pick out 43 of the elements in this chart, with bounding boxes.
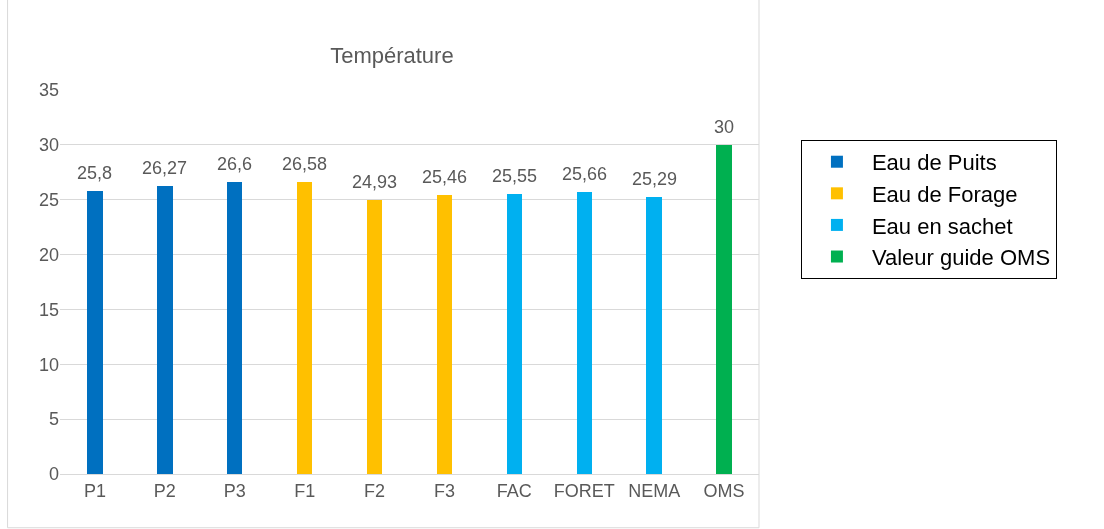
x-tick-label: P1	[83, 480, 106, 501]
legend-label: Eau de Forage	[871, 181, 1018, 207]
data-label: 24,93	[352, 172, 398, 192]
data-label: 25,66	[562, 164, 608, 184]
x-tick-label: P2	[153, 480, 176, 501]
bar	[646, 196, 662, 474]
y-tick-label: 20	[38, 244, 59, 265]
y-tick-label: 0	[48, 464, 59, 485]
bar	[87, 190, 103, 474]
x-tick-label: OMS	[703, 480, 745, 501]
y-tick-label: 25	[38, 190, 59, 211]
data-label: 25,29	[632, 169, 678, 189]
legend-label: Eau de Puits	[871, 150, 997, 176]
data-label: 25,46	[422, 167, 468, 187]
x-tick-label: P3	[223, 480, 246, 501]
bar	[227, 182, 243, 474]
x-tick-label: FORET	[553, 480, 615, 501]
x-tick-label: F3	[433, 480, 455, 501]
bar	[436, 194, 453, 474]
bar	[157, 185, 173, 474]
chart-title: Température	[330, 43, 454, 69]
data-label: 26,6	[217, 154, 253, 174]
bar	[716, 144, 732, 474]
bar	[506, 193, 523, 474]
y-tick-label: 35	[38, 80, 59, 101]
bar	[576, 192, 592, 474]
x-tick-label: FAC	[496, 480, 532, 501]
legend-label: Valeur guide OMS	[871, 245, 1051, 271]
x-tick-label: NEMA	[628, 480, 681, 501]
bar	[296, 182, 313, 474]
data-label: 26,27	[142, 158, 188, 178]
data-label: 25,8	[77, 163, 113, 183]
legend-label: Eau en sachet	[871, 213, 1013, 239]
y-tick-label: 10	[38, 354, 59, 375]
y-tick-label: 30	[38, 135, 59, 156]
bar	[366, 200, 383, 474]
data-label: 26,58	[282, 154, 328, 174]
y-tick-label: 15	[38, 299, 59, 320]
data-label: 30	[714, 117, 735, 137]
x-tick-label: F1	[294, 480, 316, 501]
data-label: 25,55	[492, 166, 538, 186]
x-tick-label: F2	[364, 480, 386, 501]
y-tick-label: 5	[48, 409, 59, 430]
